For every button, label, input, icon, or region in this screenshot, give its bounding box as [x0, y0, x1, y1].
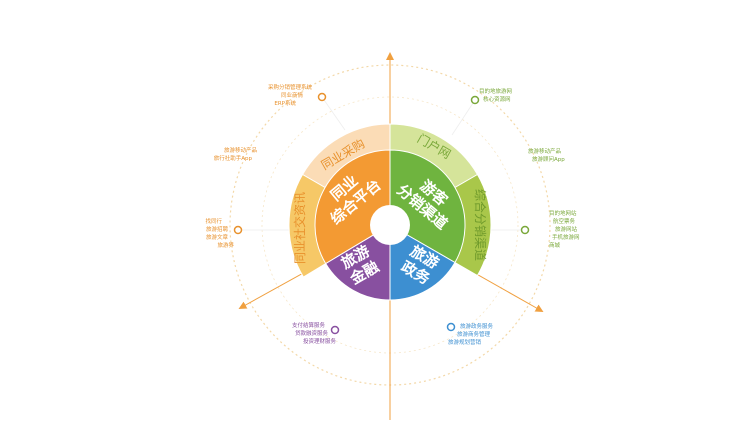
note-yidong-left: 旅游移动产品 旅行社助手App [214, 146, 258, 162]
ring-label-tongye-shejiao: 同业社交资讯 [292, 192, 307, 264]
note-zhengwu: 旅游政务服务 旅游商务管理 旅游规划营销 [448, 322, 494, 346]
note-line: 旅游商务管理 [457, 330, 491, 338]
note-shejiao: 找同行 旅游招聘 旅游文章 旅游界 [205, 217, 234, 249]
note-line: 手机旅游网 [552, 233, 580, 241]
marker-circle [330, 325, 340, 335]
note-line: 旅游规划营销 [448, 338, 482, 346]
note-line: 找同行 [205, 217, 222, 225]
note-line: 贷款融资服务 [295, 329, 329, 337]
note-caigou: 采购分销管理系统 同业商情 ERP系统 [268, 83, 313, 107]
marker-circle [446, 322, 456, 332]
note-yidong-right: 旅游移动产品 旅游顾问App [528, 147, 565, 163]
note-line: 旅游移动产品 [224, 146, 258, 154]
note-line: 商城 [549, 241, 561, 249]
note-fenxiao: 目的地网站 航空票务 旅游网站 手机旅游网 商城 [549, 209, 580, 249]
note-line: 旅游政务服务 [460, 322, 494, 330]
note-line: 旅游顾问App [532, 155, 565, 163]
note-jinrong: 支付结算服务 贷款融资服务 投资理财服务 [292, 321, 337, 345]
note-line: 旅行社助手App [214, 154, 253, 162]
note-line: 支付结算服务 [292, 321, 326, 329]
note-line: 投资理财服务 [303, 337, 337, 345]
note-line: 旅游网站 [555, 225, 578, 233]
note-line: 同业商情 [281, 91, 304, 99]
note-line: 旅游界 [217, 241, 234, 249]
inner-ring [314, 149, 466, 301]
note-line: 旅游招聘 [206, 225, 229, 233]
note-line: 旅游移动产品 [528, 147, 562, 155]
marker-circle [317, 92, 327, 102]
outer-ring [288, 123, 492, 278]
center-hole [370, 205, 410, 245]
ring-label-zonghe-fenxiao: 综合分销渠道 [473, 189, 488, 261]
note-line: 目的地网站 [549, 209, 577, 217]
marker-circle [233, 225, 243, 235]
connector-line [321, 96, 346, 131]
connector-line [451, 99, 476, 136]
note-line: 航空票务 [553, 217, 576, 225]
note-line: 目的地旅游网 [479, 87, 513, 95]
marker-circle [520, 225, 530, 235]
marker-circle [470, 95, 480, 105]
note-line: 旅游文章 [206, 233, 229, 241]
note-line: ERP系统 [274, 99, 296, 107]
note-line: 核心资源网 [483, 95, 511, 103]
note-menhu: 目的地旅游网 核心资源网 [479, 87, 513, 103]
note-line: 采购分销管理系统 [268, 83, 313, 91]
